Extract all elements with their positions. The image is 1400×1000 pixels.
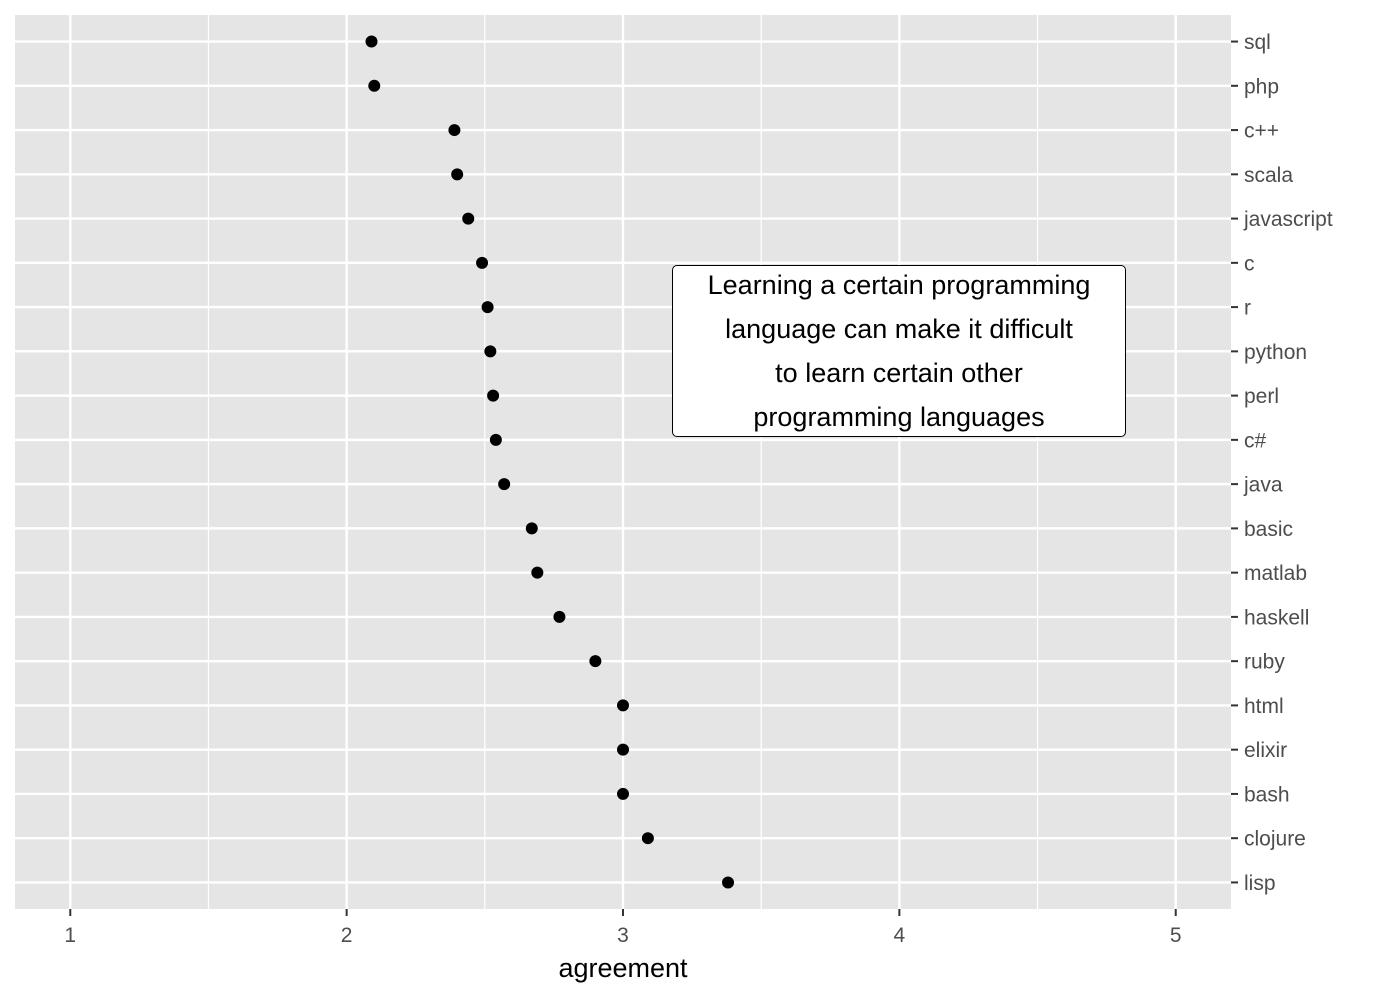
x-tick-label: 1 (64, 924, 76, 947)
data-point (589, 655, 602, 668)
data-point (481, 301, 494, 314)
data-points (365, 35, 735, 889)
y-tick-label: basic (1244, 518, 1293, 541)
data-point (722, 876, 735, 889)
data-point (462, 212, 475, 225)
y-tick-label: php (1244, 75, 1279, 98)
y-tick-label: c (1244, 252, 1255, 275)
y-tick-label: bash (1244, 783, 1290, 806)
x-tick-label: 5 (1170, 924, 1182, 947)
y-tick-label: python (1244, 341, 1307, 364)
y-tick-label: html (1244, 695, 1284, 718)
data-point (487, 389, 500, 402)
y-tick-label: c++ (1244, 120, 1279, 143)
x-tick-label: 3 (617, 924, 629, 947)
data-point (641, 832, 654, 845)
data-point (617, 787, 629, 800)
y-tick-label: ruby (1244, 651, 1285, 674)
data-point (525, 522, 538, 535)
y-tick-label: javascript (1243, 208, 1333, 231)
y-tick-label: haskell (1244, 606, 1309, 629)
data-point (617, 743, 629, 756)
data-point (484, 345, 497, 358)
data-point (365, 35, 378, 48)
y-tick-label: elixir (1244, 739, 1287, 762)
x-tick-label: 4 (894, 924, 906, 947)
data-point (368, 79, 381, 92)
y-tick-label: c# (1244, 429, 1267, 452)
annotation-text: Learning a certain programming language … (707, 270, 1091, 432)
y-tick-label: matlab (1244, 562, 1307, 585)
y-tick-label: clojure (1244, 828, 1306, 851)
data-point (489, 433, 502, 446)
y-tick-label: perl (1244, 385, 1279, 408)
annotation-box: Learning a certain programming language … (672, 265, 1126, 437)
y-tick-label: sql (1244, 31, 1271, 54)
data-point (476, 256, 489, 269)
y-tick-label: scala (1244, 164, 1293, 187)
x-tick-label: 2 (341, 924, 353, 947)
grid-lines (15, 15, 1231, 909)
data-point (451, 168, 464, 181)
data-point (498, 478, 511, 491)
y-tick-label: lisp (1244, 872, 1276, 895)
x-axis-title: agreement (558, 953, 688, 983)
y-tick-label: java (1243, 474, 1283, 497)
data-point (448, 124, 461, 137)
data-point (553, 610, 566, 623)
axes: 1 2 3 4 5 sql php c++ scala javascript cr python per… (64, 31, 1332, 947)
data-point (617, 699, 629, 712)
y-tick-label: r (1244, 297, 1251, 320)
data-point (531, 566, 544, 579)
